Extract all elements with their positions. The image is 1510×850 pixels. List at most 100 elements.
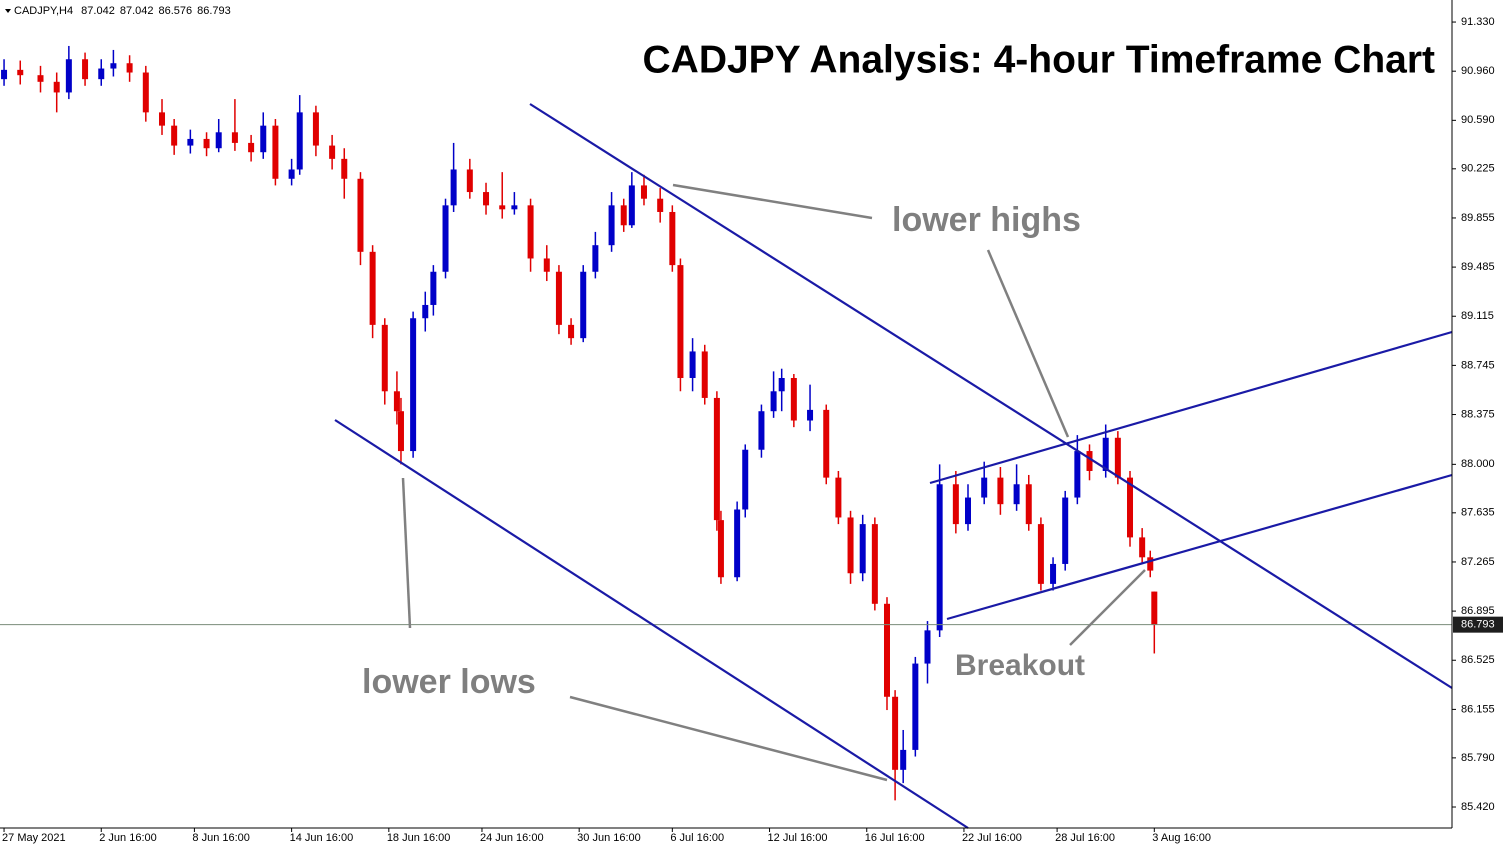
x-tick-label: 2 Jun 16:00 xyxy=(99,832,157,844)
candle-body xyxy=(592,245,599,272)
candle-body xyxy=(912,663,919,750)
x-tick-label: 18 Jun 16:00 xyxy=(387,832,451,844)
candle-body xyxy=(981,477,988,498)
candle-body xyxy=(1,69,8,80)
candle-body xyxy=(657,198,664,212)
annotation: Breakout xyxy=(955,649,1085,682)
candle-body xyxy=(450,169,457,206)
candle-body xyxy=(871,524,878,604)
candle-body xyxy=(430,271,437,305)
candle-body xyxy=(620,205,627,226)
y-tick-label: 86.155 xyxy=(1461,703,1495,715)
candle-body xyxy=(580,271,587,339)
annotation: lower lows xyxy=(362,663,536,701)
candle-body xyxy=(1086,451,1093,471)
x-tick-label: 27 May 2021 xyxy=(2,832,66,844)
candle-body xyxy=(248,142,255,153)
trendline xyxy=(334,419,969,829)
y-tick-label: 90.225 xyxy=(1461,163,1495,175)
annotation: lower highs xyxy=(892,201,1081,239)
candle-body xyxy=(770,391,777,412)
candle-body xyxy=(640,185,647,199)
candle-body xyxy=(159,112,166,126)
candle-body xyxy=(742,449,749,510)
candle-body xyxy=(1127,477,1134,538)
candle-body xyxy=(527,205,534,259)
candle-body xyxy=(1151,591,1158,625)
candle-body xyxy=(397,411,404,452)
candle-body xyxy=(701,351,708,398)
y-tick-label: 85.420 xyxy=(1461,801,1495,813)
candle-body xyxy=(272,125,279,179)
candle-body xyxy=(568,324,575,339)
candle-body xyxy=(1013,484,1020,505)
candle-body xyxy=(422,304,429,319)
candle-body xyxy=(231,132,238,143)
candle-body xyxy=(215,132,222,149)
x-tick-label: 3 Aug 16:00 xyxy=(1152,832,1211,844)
candle-body xyxy=(17,69,24,76)
trendline xyxy=(529,103,1453,689)
candle-body xyxy=(835,477,842,518)
candle-body xyxy=(187,138,194,146)
header-value: 86.576 xyxy=(158,5,192,17)
candle-body xyxy=(1050,563,1057,584)
candle-body xyxy=(555,271,562,325)
candle-body xyxy=(997,477,1004,505)
header-value: 87.042 xyxy=(81,5,115,17)
y-tick-label: 86.895 xyxy=(1461,605,1495,617)
candle-body xyxy=(483,192,490,206)
axes-layer: 91.330 90.960 90.590 90.225 89.855 89.485 89.1… xyxy=(2,16,1495,844)
header: CADJPY,H4 87.042 87.042 86.576 86.793 xyxy=(14,5,231,17)
candle-body xyxy=(778,378,785,392)
header-value: 87.042 xyxy=(120,5,154,17)
candle-body xyxy=(511,205,518,210)
candle-body xyxy=(65,59,72,93)
candle-body xyxy=(859,524,866,574)
candle-body xyxy=(466,169,473,193)
y-tick-label: 89.115 xyxy=(1461,310,1494,322)
candle-body xyxy=(1062,497,1069,564)
pointer-line xyxy=(672,183,873,220)
candle-body xyxy=(608,205,615,246)
x-tick-label: 8 Jun 16:00 xyxy=(192,832,250,844)
candle-body xyxy=(717,520,724,578)
candle-body xyxy=(628,185,635,226)
x-tick-label: 22 Jul 16:00 xyxy=(962,832,1022,844)
x-tick-label: 6 Jul 16:00 xyxy=(670,832,724,844)
chart-title: CADJPY Analysis: 4-hour Timeframe Chart xyxy=(642,38,1435,81)
pointer-line xyxy=(401,477,412,629)
candle-body xyxy=(410,318,417,452)
candle-body xyxy=(1037,524,1044,584)
y-tick-label: 88.745 xyxy=(1461,359,1495,371)
candle-body xyxy=(847,517,854,574)
candle-body xyxy=(952,484,959,525)
candle-body xyxy=(543,258,550,272)
y-tick-label: 90.590 xyxy=(1461,114,1495,126)
header-value: 86.793 xyxy=(197,5,231,17)
x-tick-label: 28 Jul 16:00 xyxy=(1055,832,1115,844)
candle-body xyxy=(82,59,89,80)
candle-body xyxy=(142,72,149,113)
candle-body xyxy=(1114,437,1121,478)
y-tick-label: 88.000 xyxy=(1461,458,1495,470)
candle-body xyxy=(669,211,676,266)
candle-body xyxy=(790,378,797,421)
candle-body xyxy=(442,205,449,272)
candle-body xyxy=(110,63,117,69)
x-tick-label: 16 Jul 16:00 xyxy=(865,832,925,844)
x-tick-label: 12 Jul 16:00 xyxy=(768,832,828,844)
candle-body xyxy=(883,603,890,697)
x-tick-label: 14 Jun 16:00 xyxy=(290,832,354,844)
candle-body xyxy=(689,351,696,379)
candle-body xyxy=(260,125,267,153)
y-tick-label: 89.855 xyxy=(1461,212,1495,224)
candle-body xyxy=(1074,451,1081,498)
candle-body xyxy=(53,81,60,93)
candle-body xyxy=(1139,537,1146,558)
y-tick-label: 90.960 xyxy=(1461,65,1495,77)
candle-body xyxy=(807,409,814,421)
candle-body xyxy=(499,205,506,210)
